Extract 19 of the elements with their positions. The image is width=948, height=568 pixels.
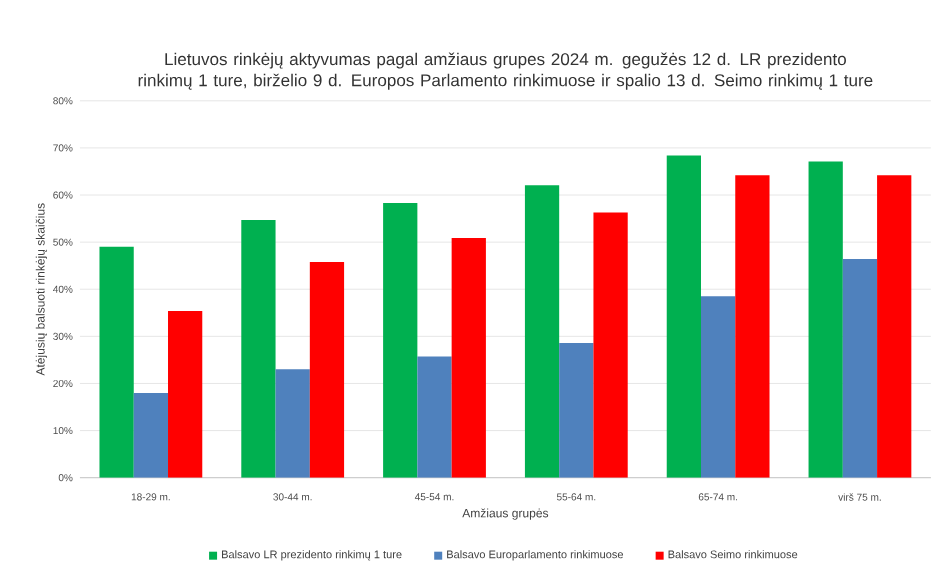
bar bbox=[877, 175, 912, 478]
bar bbox=[241, 220, 276, 478]
bar bbox=[451, 238, 486, 478]
chart-title: Lietuvos rinkėjų aktyvumas pagal amžiaus grupes 2024 m. gegužės 12 d. LR prezidento rinkimų 1 ture, birželio 9 d. Europos Parlamento rinkimuose ir spalio 13 d. Seimo rinkimų 1 ture bbox=[138, 52, 873, 90]
bar bbox=[842, 259, 878, 478]
bar bbox=[524, 185, 560, 478]
bar bbox=[383, 203, 418, 478]
bar bbox=[593, 212, 628, 478]
bar bbox=[133, 393, 169, 478]
bar bbox=[559, 343, 594, 478]
bar bbox=[417, 356, 452, 478]
bar bbox=[99, 247, 134, 478]
bar bbox=[808, 161, 843, 478]
bar bbox=[666, 155, 701, 478]
bar bbox=[168, 311, 203, 478]
bar bbox=[701, 296, 736, 478]
bar bbox=[309, 262, 345, 478]
bar bbox=[275, 369, 310, 478]
bar bbox=[735, 175, 770, 478]
